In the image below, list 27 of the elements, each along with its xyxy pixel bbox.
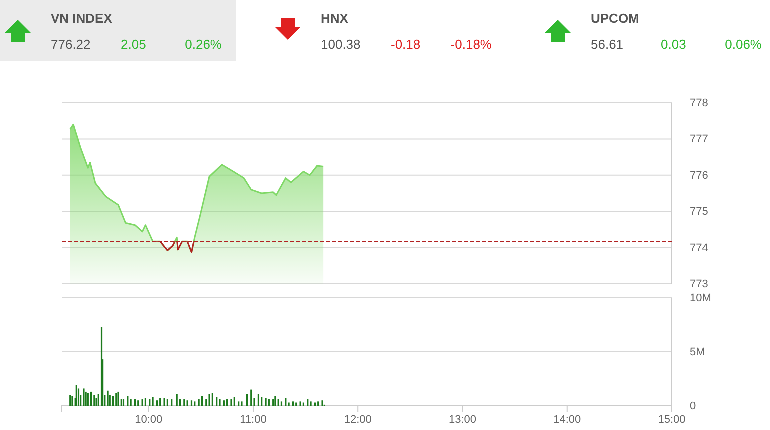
- y-tick-label: 10M: [690, 292, 712, 305]
- data-label: 0.26%: [185, 37, 222, 52]
- y-tick-label: 777: [690, 134, 708, 146]
- y-tick-label: 776: [690, 170, 708, 182]
- text: HNX: [321, 11, 349, 26]
- data-label: 0.06%: [725, 37, 762, 52]
- y-tick-label: 775: [690, 206, 708, 218]
- y-tick-label: 778: [690, 98, 708, 110]
- x-tick-label: 15:00: [658, 414, 686, 426]
- text: VN INDEX: [51, 11, 113, 26]
- data-label: 2.05: [121, 37, 146, 52]
- y-tick-label: 773: [690, 278, 708, 291]
- y-tick-label: 0: [690, 400, 696, 413]
- text: UPCOM: [591, 11, 640, 26]
- y-tick-label: 5M: [690, 346, 706, 359]
- data-label: 776.22: [51, 37, 91, 52]
- x-tick-label: 12:00: [344, 414, 372, 426]
- data-label: -0.18: [391, 37, 421, 52]
- data-label: 0.03: [661, 37, 686, 52]
- x-tick-label: 11:00: [240, 414, 267, 426]
- y-tick-label: 774: [690, 242, 708, 254]
- data-label: 100.38: [321, 37, 361, 52]
- data-label: -0.18%: [450, 37, 492, 52]
- x-tick-label: 10:00: [135, 414, 163, 426]
- data-label: 56.61: [591, 37, 624, 52]
- x-tick-label: 14:00: [554, 414, 582, 426]
- x-tick-label: 13:00: [448, 414, 477, 426]
